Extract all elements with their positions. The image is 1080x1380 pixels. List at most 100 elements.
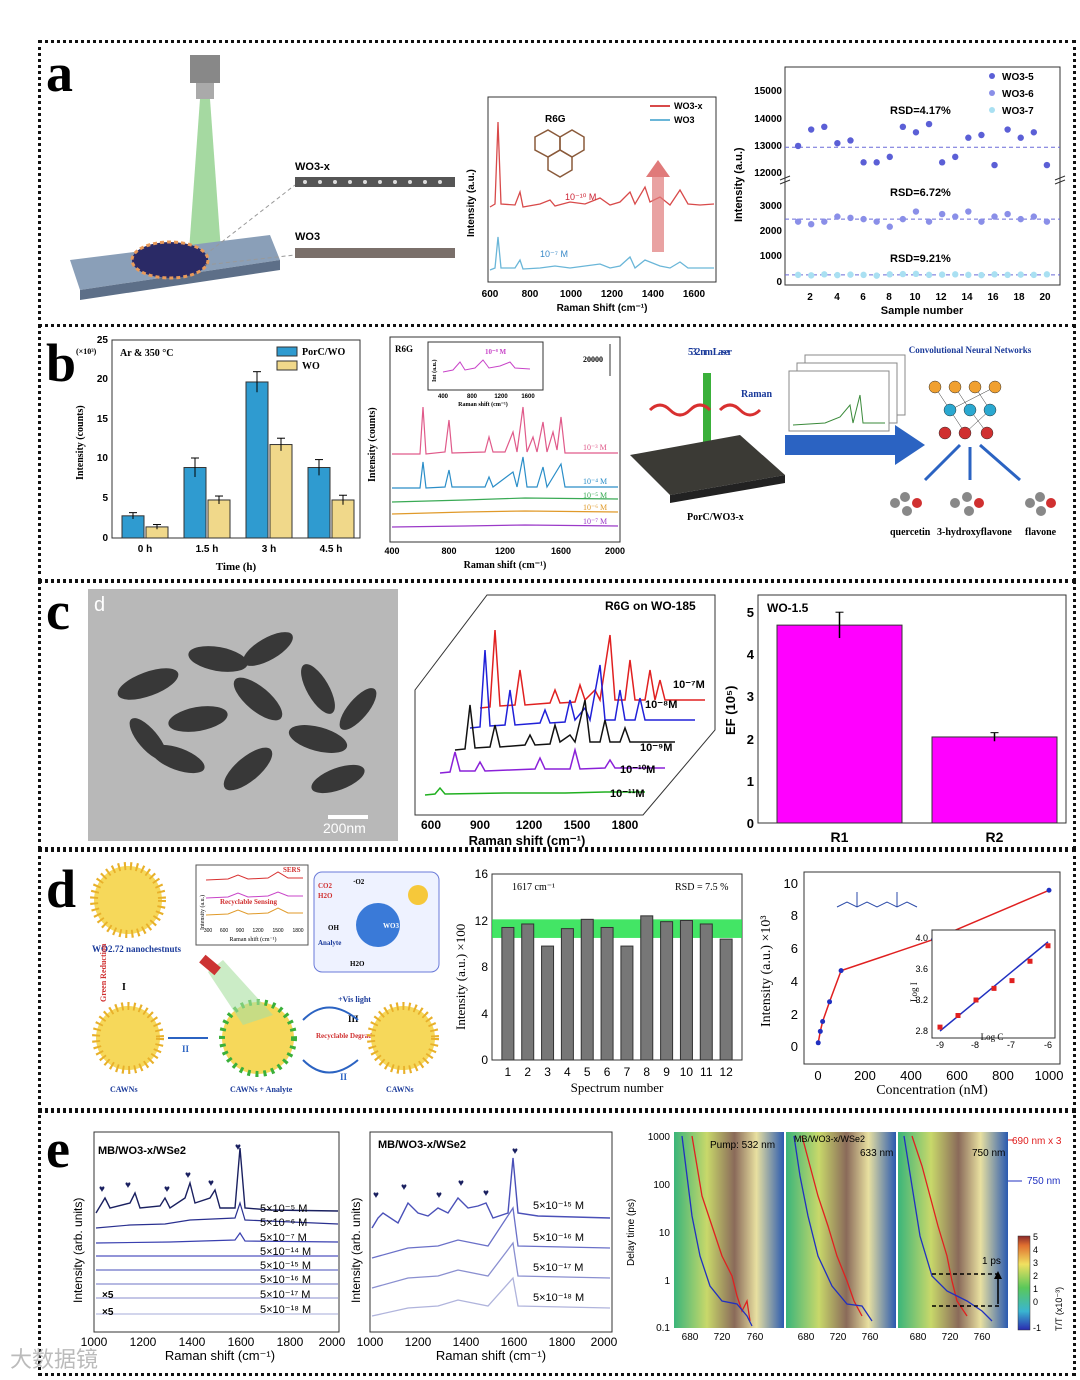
svg-text:1000: 1000: [560, 289, 583, 300]
c-conc-2: 10⁻⁸M: [645, 699, 677, 711]
rsd-point: [925, 218, 933, 225]
svg-text:100: 100: [653, 1180, 670, 1191]
svg-text:5×10⁻⁵ M: 5×10⁻⁵ M: [260, 1203, 307, 1215]
svg-text:8: 8: [791, 908, 798, 923]
b-trace-4: [391, 510, 619, 515]
panel-d-frame: [38, 849, 1076, 1111]
svg-text:20: 20: [1039, 292, 1051, 303]
rsd-ylabel: Intensity (a.u.): [733, 147, 745, 222]
porc-substrate: [630, 435, 785, 495]
c-raman-xlabel: Raman shift (cm⁻¹): [469, 833, 586, 848]
rsd-band: [492, 919, 742, 938]
ef-xtick: R2: [986, 829, 1004, 845]
rsd-point: [952, 153, 959, 161]
svg-text:1000: 1000: [357, 1335, 384, 1349]
molecule-sketch: [534, 129, 585, 178]
bar-legend-wo: WO: [302, 361, 320, 372]
inset-point: [1009, 978, 1015, 984]
svg-text:0: 0: [814, 1068, 821, 1083]
panel-b-bar-chart: Intensity (counts) (×10³) Ar & 350 °C Po…: [75, 335, 361, 573]
b-xtick: 3 h: [262, 544, 276, 555]
svg-text:16: 16: [475, 867, 489, 881]
raman-molecule: R6G: [545, 114, 566, 125]
svg-text:1800: 1800: [277, 1335, 304, 1349]
rsd-point: [938, 210, 946, 218]
svg-text:4.0: 4.0: [915, 933, 928, 943]
bar-xlabel: Time (h): [216, 561, 257, 573]
svg-text:5×10⁻¹⁸ M: 5×10⁻¹⁸ M: [260, 1304, 311, 1316]
b-xtick: 1.5 h: [196, 544, 219, 555]
d-bar: [521, 923, 535, 1061]
green-label: Green Reduction: [99, 943, 108, 1002]
dmtd-sketch: [836, 892, 918, 908]
svg-text:5: 5: [102, 493, 108, 504]
b-conc-3: 10⁻⁵ M: [583, 491, 607, 500]
d-bar-xtick: 7: [624, 1065, 631, 1079]
ef-ylabel: EF (10⁵): [723, 686, 738, 735]
b-inset-ylabel: Int (a.u.): [431, 359, 438, 382]
x5-a: ×5: [102, 1290, 114, 1301]
d-bar: [699, 923, 713, 1061]
svg-text:2: 2: [747, 732, 754, 747]
rsd-point: [899, 123, 907, 130]
objective-lens: [190, 55, 220, 83]
rsd-point: [873, 272, 880, 279]
calibration-point: [820, 1018, 826, 1024]
rsd-label-2: RSD=6.72%: [890, 187, 951, 199]
svg-text:1000: 1000: [760, 251, 783, 262]
rsd-point: [1017, 134, 1024, 141]
enhance-arrow: [652, 177, 664, 252]
svg-text:3.6: 3.6: [915, 964, 928, 974]
svg-text:12: 12: [475, 914, 489, 928]
cnn-label: Convolutional Neural Networks: [909, 345, 1032, 355]
svg-text:25: 25: [97, 335, 109, 346]
svg-text:1200: 1200: [252, 928, 263, 934]
svg-text:♥: ♥: [458, 1178, 464, 1189]
laser-cone: [208, 960, 273, 1025]
svg-text:5×10⁻¹⁶ M: 5×10⁻¹⁶ M: [533, 1232, 584, 1244]
calibration-point: [815, 1040, 821, 1046]
rsd-point: [1004, 126, 1011, 133]
rsd-point: [834, 213, 841, 220]
svg-text:♥: ♥: [373, 1190, 379, 1201]
rsd-yticks: 15000 14000 13000 12000 3000 2000 1000 0: [754, 86, 782, 288]
svg-text:3000: 3000: [760, 201, 783, 212]
d-bar-xtick: 9: [663, 1065, 670, 1079]
panel-c-label: c: [46, 581, 70, 641]
svg-text:0: 0: [747, 816, 754, 831]
svg-text:12: 12: [935, 292, 947, 303]
c-trace-1: [479, 629, 705, 709]
svg-text:720: 720: [714, 1332, 731, 1343]
rsd-point: [886, 271, 893, 278]
bar-yticks: 0 5 10 15 20 25: [97, 335, 109, 544]
rsd-point: [912, 208, 920, 215]
rsd-xticks: 2 4 6 8 10 12 14 16 18 20: [807, 292, 1051, 303]
c-raman-title: R6G on WO-185: [605, 599, 696, 613]
d-bar: [719, 938, 733, 1061]
map3-blue: [903, 1135, 993, 1322]
neural-net: [928, 380, 1002, 440]
svg-text:1500: 1500: [272, 928, 283, 934]
map3-red: [911, 1135, 968, 1317]
svg-text:4: 4: [747, 647, 755, 662]
d-inset-ylabel: Log I: [909, 982, 919, 1002]
svg-text:800: 800: [467, 394, 478, 400]
calibration-point: [817, 1028, 823, 1034]
d-bar-ylabel: Intensity (a.u.) ×100: [453, 924, 468, 1030]
svg-text:0: 0: [481, 1053, 488, 1067]
c-conc-3: 10⁻⁹M: [640, 742, 672, 754]
b-trace-1: [392, 406, 618, 455]
rsd-point: [1017, 271, 1024, 278]
spectra-stack: [788, 354, 906, 432]
b-raman-scale: 20000: [583, 355, 603, 364]
b-inset-label: 10⁻⁸ M: [485, 348, 507, 356]
cawns-right-label: CAWNs: [386, 1085, 414, 1094]
svg-text:680: 680: [682, 1332, 699, 1343]
rsd-point: [821, 218, 828, 225]
panel-c-raman-chart: R6G on WO-185 10⁻⁷M 10⁻⁸M 10⁻⁹M 10⁻¹⁰M 1…: [414, 594, 716, 848]
svg-text:600: 600: [482, 289, 499, 300]
svg-text:2000: 2000: [319, 1335, 345, 1349]
rsd-point: [1043, 271, 1051, 278]
b-trace-5: [391, 524, 619, 528]
